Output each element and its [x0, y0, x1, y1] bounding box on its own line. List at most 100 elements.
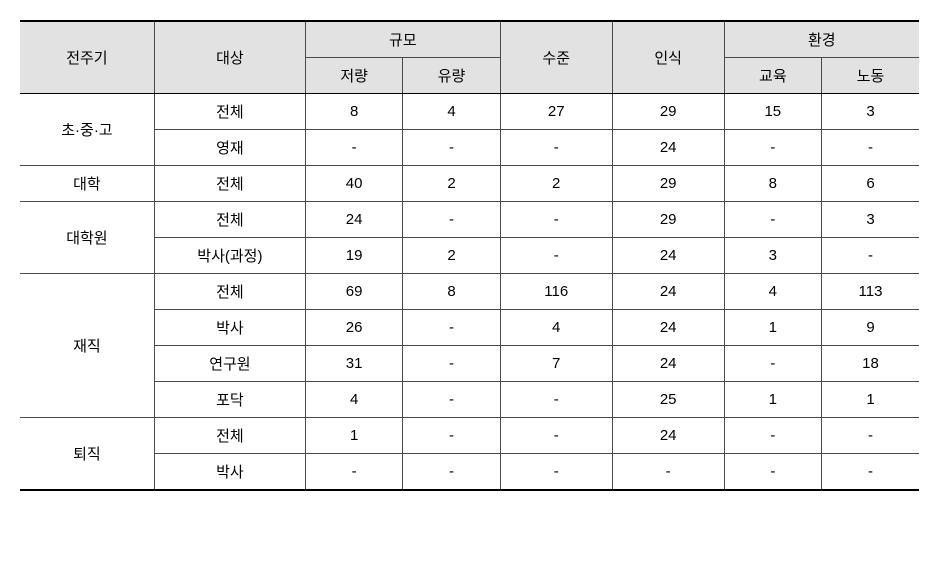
value-cell: -	[724, 418, 821, 454]
value-cell: 29	[612, 202, 724, 238]
table-row: 영재---24--	[20, 130, 919, 166]
value-cell: -	[500, 382, 612, 418]
value-cell: -	[724, 346, 821, 382]
target-cell: 전체	[154, 418, 305, 454]
value-cell: 1	[724, 310, 821, 346]
value-cell: -	[822, 238, 919, 274]
header-target: 대상	[154, 21, 305, 94]
target-cell: 전체	[154, 202, 305, 238]
value-cell: 9	[822, 310, 919, 346]
value-cell: 113	[822, 274, 919, 310]
value-cell: 15	[724, 94, 821, 130]
value-cell: -	[403, 346, 500, 382]
value-cell: -	[822, 418, 919, 454]
value-cell: -	[724, 454, 821, 491]
table-row: 포닥4--2511	[20, 382, 919, 418]
target-cell: 영재	[154, 130, 305, 166]
value-cell: 24	[305, 202, 402, 238]
table-row: 박사26-42419	[20, 310, 919, 346]
value-cell: 29	[612, 166, 724, 202]
header-scale-group: 규모	[305, 21, 500, 58]
value-cell: -	[500, 130, 612, 166]
target-cell: 전체	[154, 94, 305, 130]
target-cell: 전체	[154, 274, 305, 310]
value-cell: -	[403, 418, 500, 454]
value-cell: 4	[500, 310, 612, 346]
value-cell: 19	[305, 238, 402, 274]
table-row: 박사------	[20, 454, 919, 491]
value-cell: 2	[500, 166, 612, 202]
data-table: 전주기 대상 규모 수준 인식 환경 저량 유량 교육 노동 초·중·고전체84…	[20, 20, 919, 491]
header-level: 수준	[500, 21, 612, 94]
value-cell: 25	[612, 382, 724, 418]
value-cell: -	[403, 310, 500, 346]
value-cell: -	[724, 202, 821, 238]
target-cell: 전체	[154, 166, 305, 202]
table-header: 전주기 대상 규모 수준 인식 환경 저량 유량 교육 노동	[20, 21, 919, 94]
value-cell: 24	[612, 418, 724, 454]
value-cell: -	[403, 202, 500, 238]
value-cell: 2	[403, 166, 500, 202]
value-cell: -	[500, 238, 612, 274]
value-cell: -	[500, 418, 612, 454]
value-cell: 8	[305, 94, 402, 130]
value-cell: 24	[612, 238, 724, 274]
table-body: 초·중·고전체842729153영재---24--대학전체40222986대학원…	[20, 94, 919, 491]
header-env-edu: 교육	[724, 58, 821, 94]
value-cell: 4	[724, 274, 821, 310]
value-cell: 2	[403, 238, 500, 274]
value-cell: 31	[305, 346, 402, 382]
table-row: 박사(과정)192-243-	[20, 238, 919, 274]
value-cell: 3	[724, 238, 821, 274]
value-cell: 116	[500, 274, 612, 310]
header-env-group: 환경	[724, 21, 919, 58]
value-cell: 24	[612, 310, 724, 346]
value-cell: 8	[403, 274, 500, 310]
target-cell: 포닥	[154, 382, 305, 418]
value-cell: 3	[822, 202, 919, 238]
value-cell: 4	[403, 94, 500, 130]
table-row: 초·중·고전체842729153	[20, 94, 919, 130]
value-cell: -	[822, 130, 919, 166]
value-cell: 40	[305, 166, 402, 202]
lifecycle-cell: 퇴직	[20, 418, 154, 491]
table-row: 대학전체40222986	[20, 166, 919, 202]
value-cell: -	[403, 382, 500, 418]
value-cell: 7	[500, 346, 612, 382]
value-cell: 1	[724, 382, 821, 418]
table-row: 대학원전체24--29-3	[20, 202, 919, 238]
lifecycle-cell: 초·중·고	[20, 94, 154, 166]
target-cell: 박사	[154, 454, 305, 491]
header-scale-stock: 저량	[305, 58, 402, 94]
value-cell: -	[500, 202, 612, 238]
header-lifecycle: 전주기	[20, 21, 154, 94]
header-scale-flow: 유량	[403, 58, 500, 94]
lifecycle-cell: 재직	[20, 274, 154, 418]
table-row: 재직전체698116244113	[20, 274, 919, 310]
value-cell: 26	[305, 310, 402, 346]
header-perception: 인식	[612, 21, 724, 94]
value-cell: 69	[305, 274, 402, 310]
value-cell: 24	[612, 346, 724, 382]
value-cell: -	[305, 454, 402, 491]
header-env-labor: 노동	[822, 58, 919, 94]
target-cell: 박사(과정)	[154, 238, 305, 274]
value-cell: 27	[500, 94, 612, 130]
value-cell: -	[500, 454, 612, 491]
value-cell: -	[612, 454, 724, 491]
value-cell: 24	[612, 274, 724, 310]
target-cell: 연구원	[154, 346, 305, 382]
value-cell: 24	[612, 130, 724, 166]
value-cell: 8	[724, 166, 821, 202]
value-cell: 4	[305, 382, 402, 418]
value-cell: 6	[822, 166, 919, 202]
value-cell: 1	[305, 418, 402, 454]
value-cell: 3	[822, 94, 919, 130]
value-cell: 18	[822, 346, 919, 382]
value-cell: -	[305, 130, 402, 166]
value-cell: -	[822, 454, 919, 491]
target-cell: 박사	[154, 310, 305, 346]
table-row: 퇴직전체1--24--	[20, 418, 919, 454]
value-cell: 1	[822, 382, 919, 418]
table-row: 연구원31-724-18	[20, 346, 919, 382]
